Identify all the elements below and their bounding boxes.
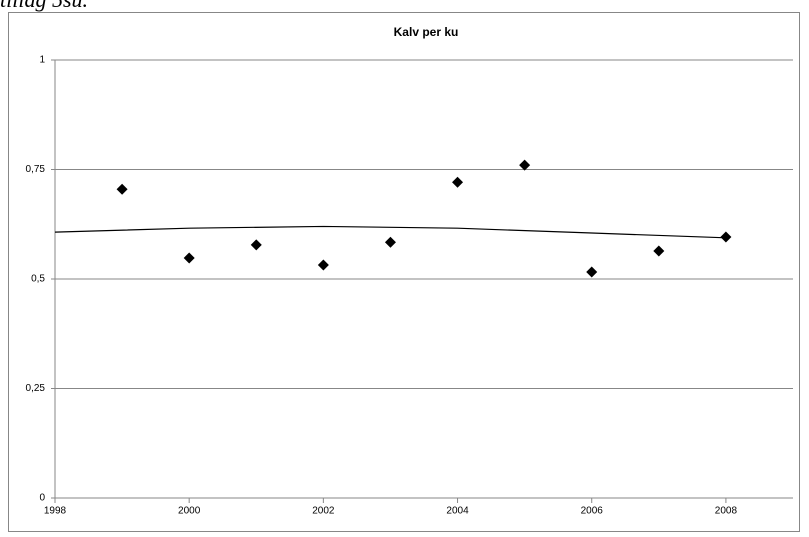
- point: [116, 183, 128, 195]
- trend-line: [54, 225, 726, 239]
- caption: tillag 5su.: [0, 0, 88, 12]
- point: [317, 259, 329, 271]
- point: [250, 239, 262, 251]
- chart-title: Kalv per ku: [394, 25, 459, 39]
- point: [720, 231, 732, 243]
- x-tick-label: 2008: [715, 506, 738, 517]
- y-tick-label: 0,25: [26, 383, 46, 394]
- point: [519, 159, 531, 171]
- point: [653, 245, 665, 257]
- x-tick-label: 2006: [581, 506, 604, 517]
- x-tick-label: 2000: [178, 506, 201, 517]
- point: [452, 176, 464, 188]
- x-tick-label: 2004: [446, 506, 469, 517]
- x-tick-label: 1998: [44, 506, 67, 517]
- y-tick-label: 1: [39, 55, 45, 66]
- chart-frame: [8, 12, 800, 532]
- y-tick-label: 0,5: [31, 274, 45, 285]
- point: [384, 236, 396, 248]
- point: [586, 266, 598, 278]
- point: [183, 252, 195, 264]
- x-tick-label: 2002: [312, 506, 335, 517]
- y-tick-label: 0,75: [26, 164, 46, 175]
- y-tick-label: 0: [39, 493, 45, 504]
